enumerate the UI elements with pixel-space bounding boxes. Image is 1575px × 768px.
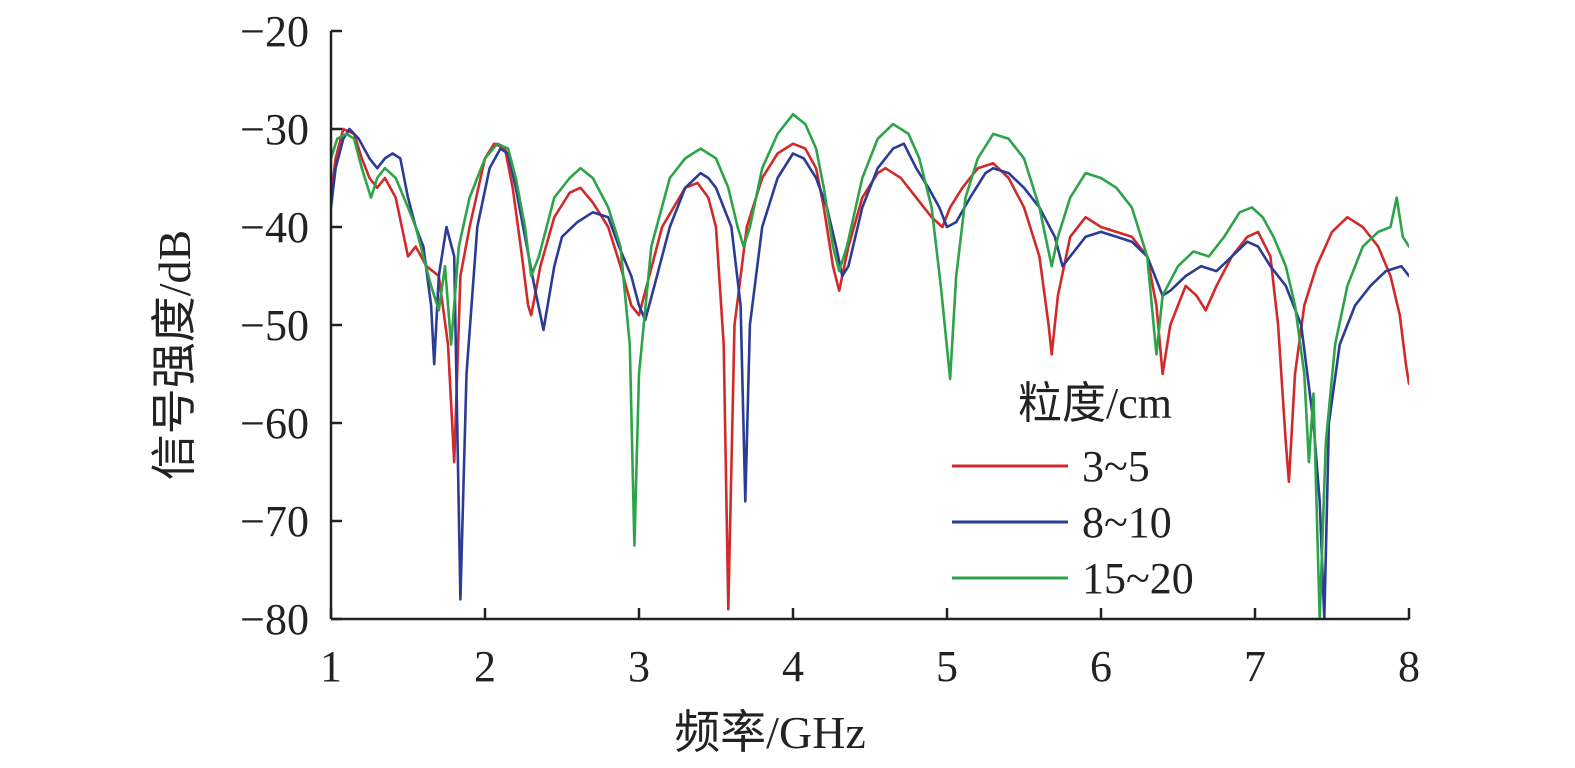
y-axis-title: 信号强度/dB [149,230,200,480]
axes: −20 −30 −40 −50 −60 −70 −80 1 2 3 4 5 6 7 8 [240,7,1420,691]
legend-label-2: 8~10 [1082,498,1172,547]
x-ticks: 1 2 3 4 5 6 7 8 [320,608,1420,691]
x-axis-title: 频率/GHz [674,707,866,758]
x-tick-label: 8 [1398,642,1420,691]
series-lines [331,113,1409,619]
x-tick-label: 1 [320,642,342,691]
x-tick-label: 4 [782,642,804,691]
x-tick-label: 7 [1244,642,1266,691]
y-tick-label: −40 [240,203,309,252]
y-tick-label: −60 [240,399,309,448]
legend: 粒度/cm 3~5 8~10 15~20 [952,379,1194,603]
legend-label-3: 15~20 [1082,554,1194,603]
series-line-2 [331,127,1409,619]
legend-title: 粒度/cm [1018,379,1172,428]
legend-label-1: 3~5 [1082,442,1150,491]
series-line-1 [331,127,1409,611]
x-tick-label: 3 [628,642,650,691]
y-tick-label: −80 [240,595,309,644]
x-tick-label: 2 [474,642,496,691]
y-tick-label: −70 [240,497,309,546]
x-tick-label: 6 [1090,642,1112,691]
y-ticks: −20 −30 −40 −50 −60 −70 −80 [240,7,342,644]
y-tick-label: −50 [240,301,309,350]
y-tick-label: −20 [240,7,309,56]
x-tick-label: 5 [936,642,958,691]
legend-items: 3~5 8~10 15~20 [952,442,1194,603]
series-line-3 [331,113,1409,619]
y-tick-label: −30 [240,105,309,154]
